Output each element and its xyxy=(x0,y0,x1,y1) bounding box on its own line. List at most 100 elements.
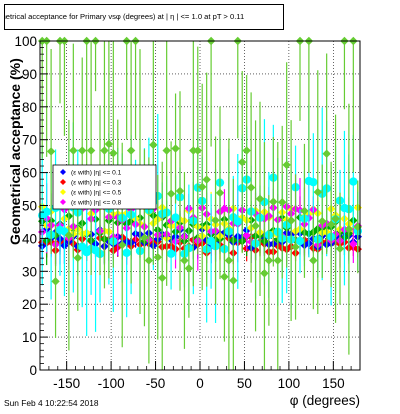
legend-marker xyxy=(60,199,66,205)
data-point xyxy=(309,177,318,187)
data-point xyxy=(282,160,291,170)
data-point xyxy=(260,269,269,278)
data-point xyxy=(229,276,238,285)
legend-marker xyxy=(60,179,66,185)
data-point xyxy=(166,189,176,198)
y-tick-label: 70 xyxy=(22,133,37,148)
data-point xyxy=(211,216,220,225)
data-point xyxy=(69,146,78,155)
x-tick-label: -100 xyxy=(98,376,125,391)
data-point xyxy=(162,146,171,155)
y-tick-label: 20 xyxy=(22,297,37,312)
data-point xyxy=(269,197,278,206)
y-tick-label: 60 xyxy=(22,166,37,181)
data-point xyxy=(349,177,358,186)
legend-label: (ε with) |η| <= 0.3 xyxy=(71,180,122,187)
x-tick-label: -150 xyxy=(53,376,80,391)
legend-label: (ε with) |η| <= 0.5 xyxy=(71,190,122,197)
y-axis-label: Geometrical acceptance (%) xyxy=(7,58,23,245)
data-point xyxy=(42,207,51,217)
data-point xyxy=(171,213,180,222)
y-tick-label: 90 xyxy=(22,67,37,82)
y-tick-label: 10 xyxy=(22,330,37,345)
data-point xyxy=(171,144,180,153)
data-point xyxy=(295,236,305,246)
data-point xyxy=(215,188,225,198)
data-point xyxy=(158,273,167,283)
chart-title: eometrical acceptance for Primary vsφ (d… xyxy=(4,12,245,21)
data-point xyxy=(153,253,162,262)
x-tick-label: 100 xyxy=(278,376,301,391)
data-point xyxy=(193,146,202,155)
grid-lines xyxy=(40,40,360,371)
data-point xyxy=(242,231,251,240)
y-tick-label: 80 xyxy=(22,100,37,115)
legend-label: (ε with) |η| <= 0.8 xyxy=(71,200,122,207)
timestamp-footer: Sun Feb 4 10:22:54 2018 xyxy=(4,398,99,408)
data-point xyxy=(104,139,114,149)
axis-ticks: 0 10 20 30 40 50 60 70 80 90 100 -150 -100 -50 0 50 100 1… xyxy=(14,34,352,391)
data-point xyxy=(251,221,260,231)
data-point xyxy=(100,146,109,155)
data-point xyxy=(126,146,136,155)
data-point xyxy=(309,256,318,265)
data-point xyxy=(255,194,265,204)
data-point xyxy=(349,239,358,249)
data-point xyxy=(264,256,274,265)
data-points xyxy=(38,36,362,370)
x-axis-label: φ (degrees) xyxy=(290,393,360,408)
data-point xyxy=(313,187,322,197)
data-point xyxy=(224,256,234,265)
data-point xyxy=(322,149,331,158)
data-point xyxy=(220,272,229,281)
data-point xyxy=(246,183,256,192)
title-box: eometrical acceptance for Primary vsφ (d… xyxy=(4,4,284,30)
data-point xyxy=(202,175,211,184)
data-point xyxy=(118,240,127,250)
data-point xyxy=(242,146,251,155)
data-point xyxy=(344,224,354,234)
data-point xyxy=(198,182,207,192)
x-tick-label: 150 xyxy=(322,376,345,391)
data-point xyxy=(238,157,247,167)
data-point xyxy=(300,206,309,216)
data-point xyxy=(278,198,287,207)
data-point xyxy=(122,248,131,258)
data-point xyxy=(233,217,242,226)
data-point xyxy=(144,256,154,265)
y-tick-label: 40 xyxy=(22,231,37,246)
y-tick-label: 30 xyxy=(22,264,37,279)
data-point xyxy=(109,148,118,158)
data-point xyxy=(78,146,87,155)
data-point xyxy=(326,220,336,229)
data-point xyxy=(46,147,56,156)
data-point xyxy=(331,214,340,223)
x-tick-label: 50 xyxy=(237,376,252,391)
data-point xyxy=(180,256,189,265)
legend-box xyxy=(52,164,157,210)
legend-marker xyxy=(60,169,66,175)
data-point xyxy=(189,146,198,155)
legend: (ε with) |η| <= 0.1 (ε with) |η| <= 0.3 (ε… xyxy=(52,164,157,210)
data-point xyxy=(149,140,158,150)
y-tick-label: 0 xyxy=(29,363,37,378)
x-tick-label: -50 xyxy=(146,376,166,391)
y-tick-label: 50 xyxy=(22,199,37,214)
data-point xyxy=(286,216,296,225)
legend-marker xyxy=(60,189,66,195)
data-point xyxy=(184,264,194,273)
data-point xyxy=(64,231,74,240)
data-point xyxy=(318,217,327,226)
x-tick-label: 0 xyxy=(196,376,204,391)
data-point xyxy=(73,253,82,263)
data-point xyxy=(175,186,185,196)
y-tick-label: 100 xyxy=(14,34,37,49)
data-point xyxy=(166,249,176,258)
data-point xyxy=(273,256,282,265)
data-point xyxy=(335,244,345,253)
data-point xyxy=(51,277,60,286)
legend-label: (ε with) |η| <= 0.1 xyxy=(71,170,122,177)
data-point xyxy=(291,242,300,252)
data-point xyxy=(140,233,149,242)
